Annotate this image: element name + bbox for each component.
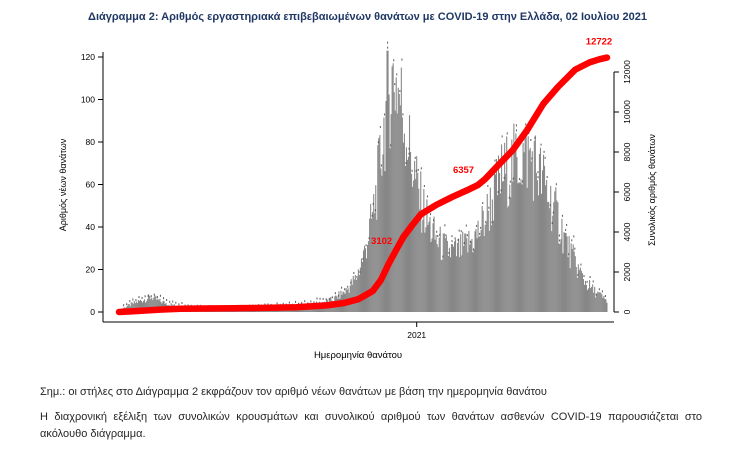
svg-text:100: 100 [81, 95, 95, 105]
right-axis-title: Συνολικός αριθμός θανάτων [647, 134, 657, 246]
svg-text:120: 120 [81, 52, 95, 62]
annotation-12722: 12722 [586, 37, 612, 48]
svg-text:20: 20 [86, 265, 96, 275]
right-axis-tick-labels: 0 2000 4000 6000 8000 10000 12000 [622, 60, 632, 314]
covid-deaths-chart: 0 20 40 60 80 100 120 Αριθμός νέων θανάτων 0 2000… [58, 37, 657, 361]
svg-text:2000: 2000 [622, 262, 632, 281]
daily-deaths-bars [118, 50, 608, 313]
annotation-3102: 3102 [371, 236, 392, 247]
x-axis [103, 321, 614, 327]
x-axis-tick-labels: 2021 [407, 330, 426, 340]
svg-text:8000: 8000 [622, 142, 632, 161]
svg-text:2021: 2021 [407, 330, 426, 340]
svg-text:12000: 12000 [622, 60, 632, 84]
svg-text:6000: 6000 [622, 182, 632, 201]
svg-text:40: 40 [86, 222, 96, 232]
svg-text:80: 80 [86, 137, 96, 147]
note-columns-explanation: Σημ.: οι στήλες στο Διάγραμμα 2 εκφράζου… [40, 386, 547, 398]
annotation-6357: 6357 [453, 165, 474, 176]
svg-text:0: 0 [622, 309, 632, 314]
right-axis [613, 71, 619, 313]
svg-text:60: 60 [86, 180, 96, 190]
left-axis-title: Αριθμός νέων θανάτων [58, 138, 68, 231]
x-axis-title: Ημερομηνία θανάτου [314, 350, 402, 361]
cumulative-deaths-line [115, 54, 611, 316]
svg-text:4000: 4000 [622, 222, 632, 241]
svg-text:10000: 10000 [622, 100, 632, 124]
chart-title: Διάγραμμα 2: Αριθμός εργαστηριακά επιβεβ… [88, 11, 647, 23]
left-axis-tick-labels: 0 20 40 60 80 100 120 [81, 52, 95, 317]
left-axis [98, 52, 104, 322]
milestone-annotations: 3102 6357 12722 [371, 37, 612, 247]
svg-text:0: 0 [90, 307, 95, 317]
note-next-diagram: Η διαχρονική εξέλιξη των συνολικών κρουσ… [40, 411, 702, 440]
